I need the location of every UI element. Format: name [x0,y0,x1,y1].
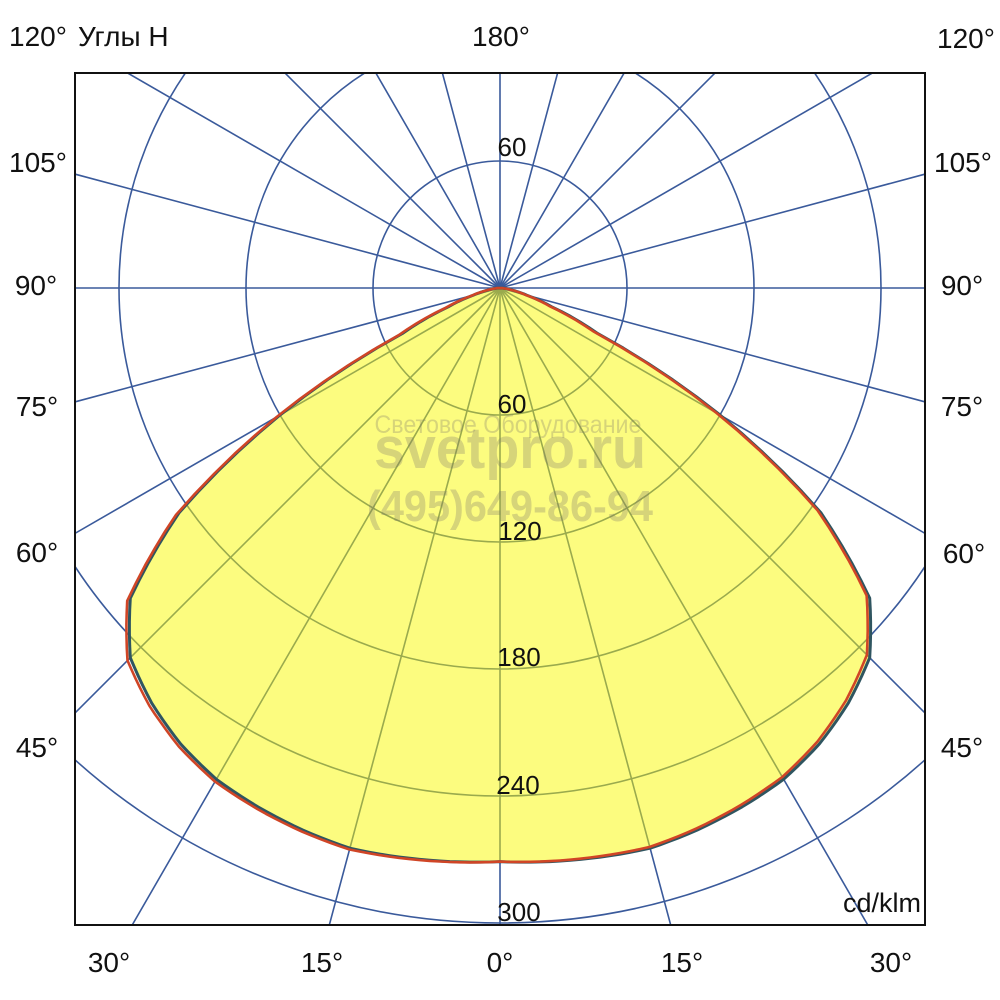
angle-label: 75° [16,391,58,422]
grid-ray [441,73,501,289]
angle-label: 75° [941,391,983,422]
grid-ray [75,287,501,403]
grid-ray [499,287,925,403]
watermark-line: svetpro.ru [374,416,646,481]
unit-label: cd/klm [843,888,921,918]
grid-ray [374,73,501,289]
radial-tick-label: 240 [496,770,539,800]
plot-frame [74,72,926,926]
angle-label: 105° [9,147,67,178]
grid-ray [283,73,501,289]
angle-label: 60° [16,537,58,568]
curve-c0-c180 [125,286,869,864]
angle-label: 15° [301,947,343,978]
watermark-line: (495)649-86-94 [367,482,653,531]
radial-tick-label: 300 [497,897,540,927]
angle-label: 45° [16,732,58,763]
radial-tick-label: 60 [498,132,527,162]
angle-label: 0° [487,947,514,978]
angle-label: 60° [943,538,985,569]
angle-label: 45° [941,732,983,763]
grid-ray [126,73,501,289]
grid-ray [499,73,626,289]
radial-tick-label: 120 [498,516,541,546]
grid-ray [499,73,717,289]
angle-label: 90° [15,270,57,301]
grid-ray [75,173,501,289]
grid-ray [499,73,874,289]
angle-label: 180° [472,21,530,52]
angle-label: 90° [941,270,983,301]
angle-label: 30° [870,947,912,978]
angle-label: 120° [9,21,67,52]
radial-tick-label: 60 [498,389,527,419]
grid-ray [499,73,559,289]
angle-label: 120° [937,23,995,54]
radial-tick-label: 180 [497,642,540,672]
angle-label: 105° [934,147,992,178]
plane-label: Углы H [78,21,169,52]
watermark-line: Световое Оборудование [375,411,642,439]
grid-ray [499,173,925,289]
angle-label: 15° [661,947,703,978]
beam-fill [129,288,871,863]
angle-label: 30° [88,947,130,978]
